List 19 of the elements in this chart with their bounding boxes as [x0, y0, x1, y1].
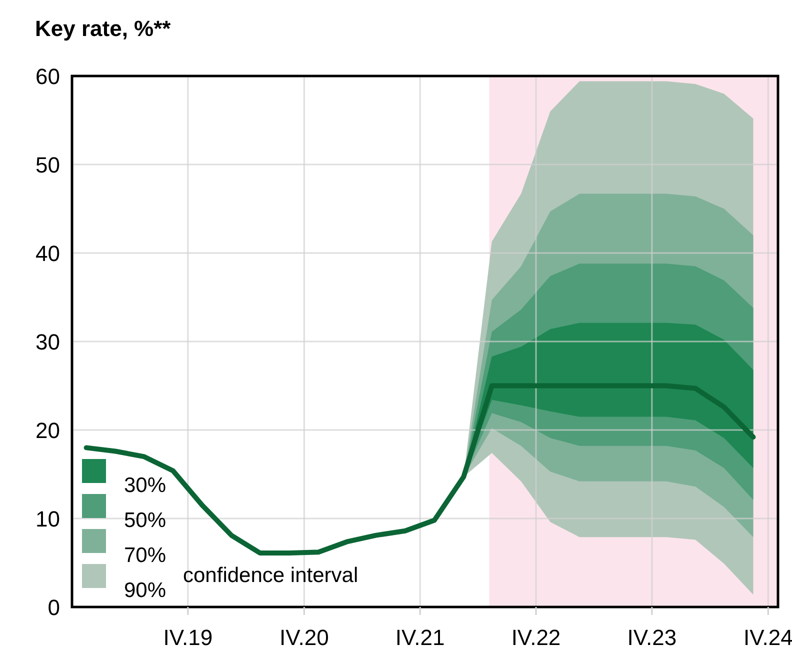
legend-label: 70%	[124, 544, 166, 567]
y-tick-label: 50	[36, 152, 60, 178]
chart-title: Key rate, %**	[35, 16, 172, 41]
x-tick-label: IV.23	[627, 625, 677, 650]
y-tick-label: 30	[36, 330, 60, 354]
y-tick-label: 60	[36, 64, 60, 89]
y-tick-label: 40	[36, 241, 60, 266]
legend-label: 90%	[124, 579, 166, 602]
x-tick-label: IV.19	[163, 625, 213, 650]
x-tick-label: IV.22	[511, 625, 561, 650]
legend-label: 50%	[124, 509, 166, 532]
x-tick-label: IV.24	[743, 625, 792, 650]
legend-label: 30%	[124, 474, 166, 497]
y-tick-label: 0	[48, 595, 60, 620]
legend-title: confidence interval	[183, 564, 358, 587]
y-tick-label: 10	[36, 506, 60, 532]
x-tick-label: IV.20	[279, 625, 329, 650]
x-tick-label: IV.21	[395, 625, 445, 650]
y-tick-label: 20	[36, 418, 60, 443]
